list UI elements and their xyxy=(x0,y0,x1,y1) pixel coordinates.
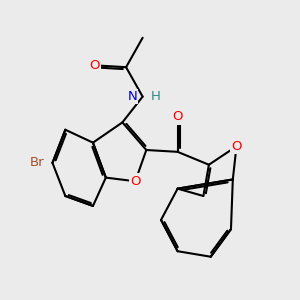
Text: O: O xyxy=(89,59,100,72)
Text: N: N xyxy=(128,90,137,103)
Text: H: H xyxy=(151,90,160,103)
Text: O: O xyxy=(130,175,140,188)
Text: O: O xyxy=(231,140,242,153)
Text: Br: Br xyxy=(30,156,44,170)
Text: O: O xyxy=(172,110,183,123)
